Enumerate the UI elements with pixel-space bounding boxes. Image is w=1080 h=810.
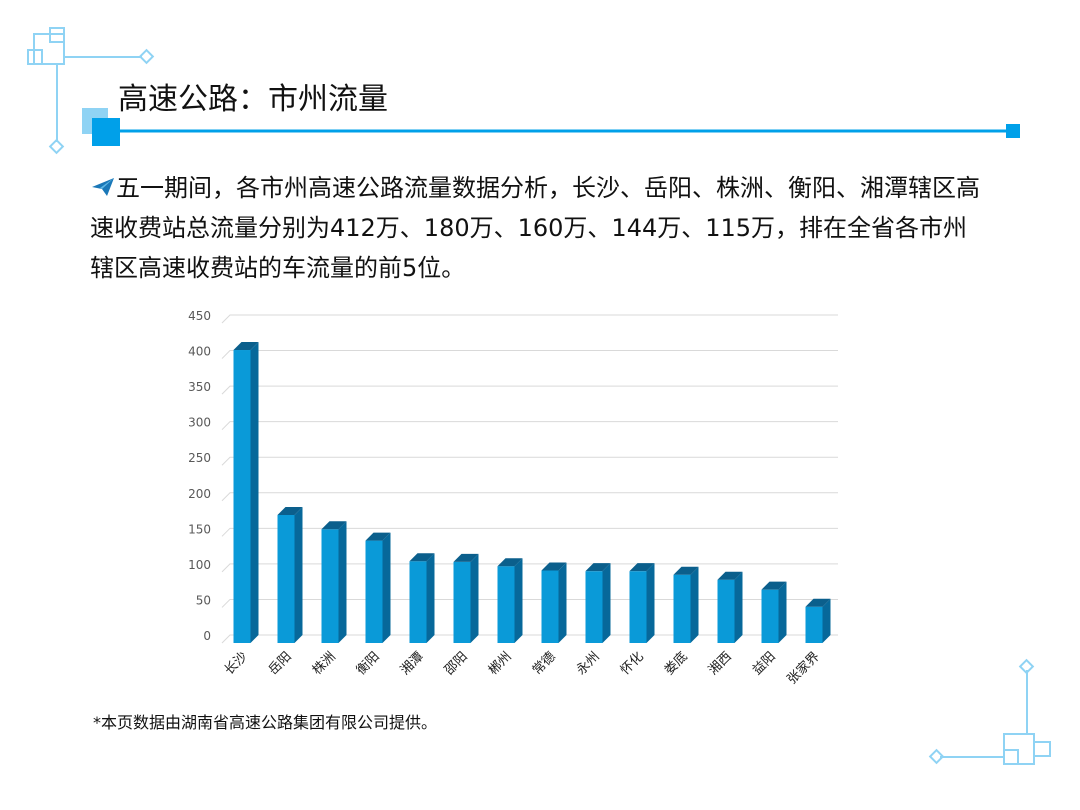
x-tick-label: 怀化 bbox=[618, 649, 647, 678]
y-tick-label: 350 bbox=[188, 380, 211, 394]
bar-side bbox=[514, 558, 523, 643]
bar-top bbox=[629, 563, 655, 572]
bar-side bbox=[646, 563, 655, 643]
gridline bbox=[221, 385, 838, 395]
gridline bbox=[221, 314, 838, 324]
gridline bbox=[221, 421, 838, 431]
bar-side bbox=[382, 532, 391, 643]
bar bbox=[409, 553, 435, 643]
bar-top bbox=[277, 507, 303, 515]
bar-top bbox=[409, 553, 435, 562]
bar-front bbox=[541, 570, 559, 643]
bar-front bbox=[585, 571, 603, 643]
gridline bbox=[221, 492, 838, 502]
bar bbox=[761, 581, 787, 643]
gridline bbox=[221, 563, 838, 573]
gridline bbox=[221, 350, 838, 359]
x-tick-label: 永州 bbox=[574, 649, 603, 678]
gridline bbox=[221, 527, 838, 537]
bar-front bbox=[673, 574, 691, 643]
bar-front bbox=[761, 589, 779, 643]
y-tick-label: 150 bbox=[188, 522, 211, 536]
summary-paragraph: 五一期间，各市州高速公路流量数据分析，长沙、岳阳、株洲、衡阳、湘潭辖区高速收费站… bbox=[90, 168, 990, 288]
y-tick-label: 300 bbox=[188, 416, 211, 430]
y-tick-label: 200 bbox=[188, 487, 211, 501]
x-tick-label: 长沙 bbox=[222, 649, 251, 678]
x-tick-label: 岳阳 bbox=[266, 649, 295, 678]
bar-top bbox=[497, 558, 523, 567]
corner-decoration-top-left bbox=[27, 27, 155, 155]
bar-top bbox=[761, 581, 787, 590]
page-title: 高速公路：市州流量 bbox=[118, 82, 388, 117]
bar-front bbox=[409, 561, 427, 643]
x-tick-label: 株洲 bbox=[310, 649, 339, 678]
bar bbox=[365, 532, 391, 643]
x-tick-label: 衡阳 bbox=[354, 649, 383, 678]
summary-text: 五一期间，各市州高速公路流量数据分析，长沙、岳阳、株洲、衡阳、湘潭辖区高速收费站… bbox=[90, 174, 980, 282]
bar-side bbox=[734, 571, 743, 643]
y-tick-label: 400 bbox=[188, 345, 211, 359]
bar-side bbox=[426, 553, 435, 643]
bar bbox=[585, 563, 611, 643]
x-tick-label: 湘潭 bbox=[398, 649, 427, 678]
bar-side bbox=[778, 581, 787, 643]
title-marker bbox=[82, 108, 1020, 146]
x-tick-label: 娄底 bbox=[661, 649, 691, 679]
gridline bbox=[221, 456, 838, 466]
gridline bbox=[221, 634, 838, 644]
bar bbox=[673, 566, 699, 643]
bar-side bbox=[250, 342, 259, 643]
bar-side bbox=[690, 566, 699, 643]
bar-top bbox=[805, 598, 831, 607]
x-tick-label: 湘西 bbox=[706, 649, 735, 678]
bar-front bbox=[717, 579, 735, 643]
bar-front bbox=[805, 606, 823, 643]
bar-front bbox=[233, 350, 251, 643]
bar-side bbox=[558, 562, 567, 643]
bar bbox=[629, 563, 655, 643]
bar bbox=[541, 562, 567, 643]
x-tick-label: 常德 bbox=[530, 649, 559, 678]
bar-side bbox=[822, 598, 831, 643]
bar bbox=[233, 342, 259, 643]
x-tick-label: 邵阳 bbox=[442, 649, 471, 678]
bar-front bbox=[277, 515, 295, 643]
bar bbox=[717, 571, 743, 643]
y-tick-label: 250 bbox=[188, 451, 211, 465]
y-tick-label: 50 bbox=[196, 593, 211, 607]
bar-top bbox=[453, 553, 479, 562]
bar bbox=[321, 521, 347, 643]
bar-side bbox=[602, 563, 611, 643]
footnote: *本页数据由湖南省高速公路集团有限公司提供。 bbox=[93, 713, 438, 732]
x-tick-label: 益阳 bbox=[750, 649, 779, 678]
bar-front bbox=[497, 566, 515, 643]
paper-plane-icon bbox=[92, 178, 114, 196]
bar-front bbox=[629, 571, 647, 643]
bar bbox=[805, 598, 831, 643]
x-tick-label: 郴州 bbox=[486, 649, 515, 678]
bar-top bbox=[585, 563, 611, 572]
bar-front bbox=[453, 561, 471, 643]
bar-front bbox=[321, 529, 339, 643]
bar-side bbox=[294, 507, 303, 643]
y-tick-label: 0 bbox=[203, 629, 211, 643]
bar-top bbox=[541, 562, 567, 571]
bar-front bbox=[365, 540, 383, 643]
bar-top bbox=[673, 566, 699, 575]
y-tick-label: 100 bbox=[188, 558, 211, 572]
bar bbox=[497, 558, 523, 643]
y-tick-label: 450 bbox=[188, 309, 211, 323]
gridline bbox=[221, 598, 838, 608]
corner-decoration-bottom-right bbox=[928, 658, 1051, 765]
bar-side bbox=[470, 553, 479, 643]
bar bbox=[277, 507, 303, 643]
bar bbox=[453, 553, 479, 643]
bar-top bbox=[717, 571, 743, 580]
bar-top bbox=[321, 521, 347, 530]
bar-side bbox=[338, 521, 347, 643]
bar-top bbox=[365, 532, 391, 541]
x-tick-label: 张家界 bbox=[784, 649, 823, 688]
bar-top bbox=[233, 342, 259, 351]
